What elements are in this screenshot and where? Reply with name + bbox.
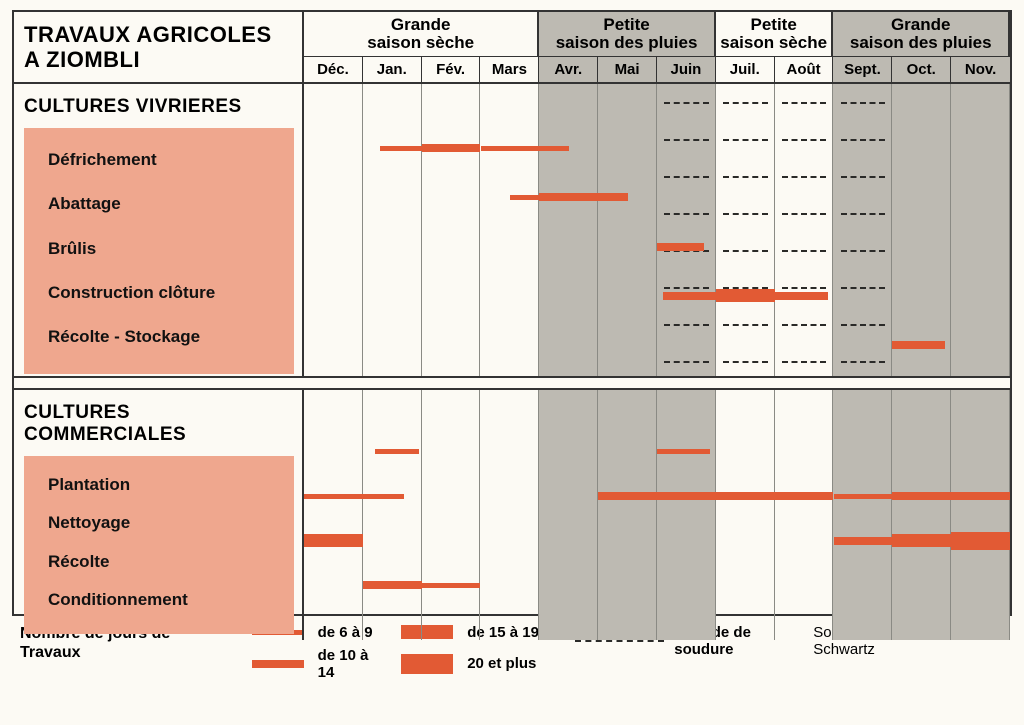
season-header: Petite saison sèche xyxy=(716,12,834,57)
activity-bar xyxy=(775,292,828,300)
activity-bar xyxy=(539,193,627,201)
month-header: Déc. xyxy=(304,57,363,82)
activity-bar xyxy=(363,581,422,589)
activity-bar xyxy=(657,243,704,251)
row-label: Plantation xyxy=(48,475,282,495)
bars-layer xyxy=(304,84,1010,380)
month-header: Juil. xyxy=(716,57,775,82)
row-label: Récolte - Stockage xyxy=(48,327,282,347)
row-label: Abattage xyxy=(48,194,282,214)
activity-bar xyxy=(481,146,569,151)
section: CULTURES COMMERCIALES Plantation Nettoyage… xyxy=(14,390,1010,614)
activity-bar xyxy=(663,292,716,300)
legend-swatch xyxy=(252,660,304,668)
row-label: Conditionnement xyxy=(48,590,282,610)
chart-title: TRAVAUX AGRICOLES A ZIOMBLI xyxy=(14,12,304,82)
month-header: Fév. xyxy=(422,57,481,82)
row-label: Récolte xyxy=(48,552,282,572)
dash-swatch xyxy=(575,640,664,642)
body-wrap: CULTURES VIVRIERES Défrichement Abattage Br… xyxy=(14,84,1010,614)
season-header: Petite saison des pluies xyxy=(539,12,716,57)
row-label-col: CULTURES VIVRIERES Défrichement Abattage Br… xyxy=(14,84,304,380)
section: CULTURES VIVRIERES Défrichement Abattage Br… xyxy=(14,84,1010,376)
month-header: Nov. xyxy=(951,57,1010,82)
activity-bar xyxy=(716,289,775,302)
season-header: Grande saison sèche xyxy=(304,12,539,57)
month-header: Mai xyxy=(598,57,657,82)
legend-swatch xyxy=(401,654,453,674)
header-grid: TRAVAUX AGRICOLES A ZIOMBLIGrande saison… xyxy=(14,12,1010,84)
section-heading: CULTURES COMMERCIALES xyxy=(24,402,294,446)
season-header: Grande saison des pluies xyxy=(833,12,1010,57)
activity-bar xyxy=(304,534,363,547)
activity-bar xyxy=(834,494,893,499)
row-label: Nettoyage xyxy=(48,513,282,533)
activity-bar xyxy=(422,583,481,588)
row-label: Défrichement xyxy=(48,150,282,170)
row-labels-block: Plantation Nettoyage Récolte Conditionnemen… xyxy=(24,456,294,634)
row-label: Construction clôture xyxy=(48,283,282,303)
month-header: Août xyxy=(775,57,834,82)
activity-bar xyxy=(598,492,833,500)
section-break xyxy=(14,376,1010,390)
activity-bar xyxy=(375,449,419,454)
activity-bar xyxy=(892,341,945,349)
row-labels-block: Défrichement Abattage Brûlis Construction c… xyxy=(24,128,294,374)
month-header: Avr. xyxy=(539,57,598,82)
activity-bar xyxy=(834,537,893,545)
legend-text: de 10 à 14 xyxy=(318,647,388,681)
month-header: Jan. xyxy=(363,57,422,82)
activity-bar xyxy=(422,144,481,152)
month-header: Juin xyxy=(657,57,716,82)
activity-bar xyxy=(510,195,539,200)
row-label: Brûlis xyxy=(48,239,282,259)
activity-bar xyxy=(380,146,421,151)
legend-text: 20 et plus xyxy=(467,655,539,672)
activity-bar xyxy=(304,494,404,499)
row-label-col: CULTURES COMMERCIALES Plantation Nettoyage… xyxy=(14,390,304,640)
bars-layer xyxy=(304,390,1010,640)
month-header: Sept. xyxy=(833,57,892,82)
month-header: Mars xyxy=(480,57,539,82)
month-header: Oct. xyxy=(892,57,951,82)
section-heading: CULTURES VIVRIERES xyxy=(24,96,294,118)
activity-bar xyxy=(892,534,951,547)
activity-bar xyxy=(892,492,1010,500)
activity-bar xyxy=(657,449,710,454)
grid-area xyxy=(304,84,1010,380)
activity-bar xyxy=(951,532,1010,550)
chart-frame: TRAVAUX AGRICOLES A ZIOMBLIGrande saison… xyxy=(12,10,1012,616)
grid-area xyxy=(304,390,1010,640)
